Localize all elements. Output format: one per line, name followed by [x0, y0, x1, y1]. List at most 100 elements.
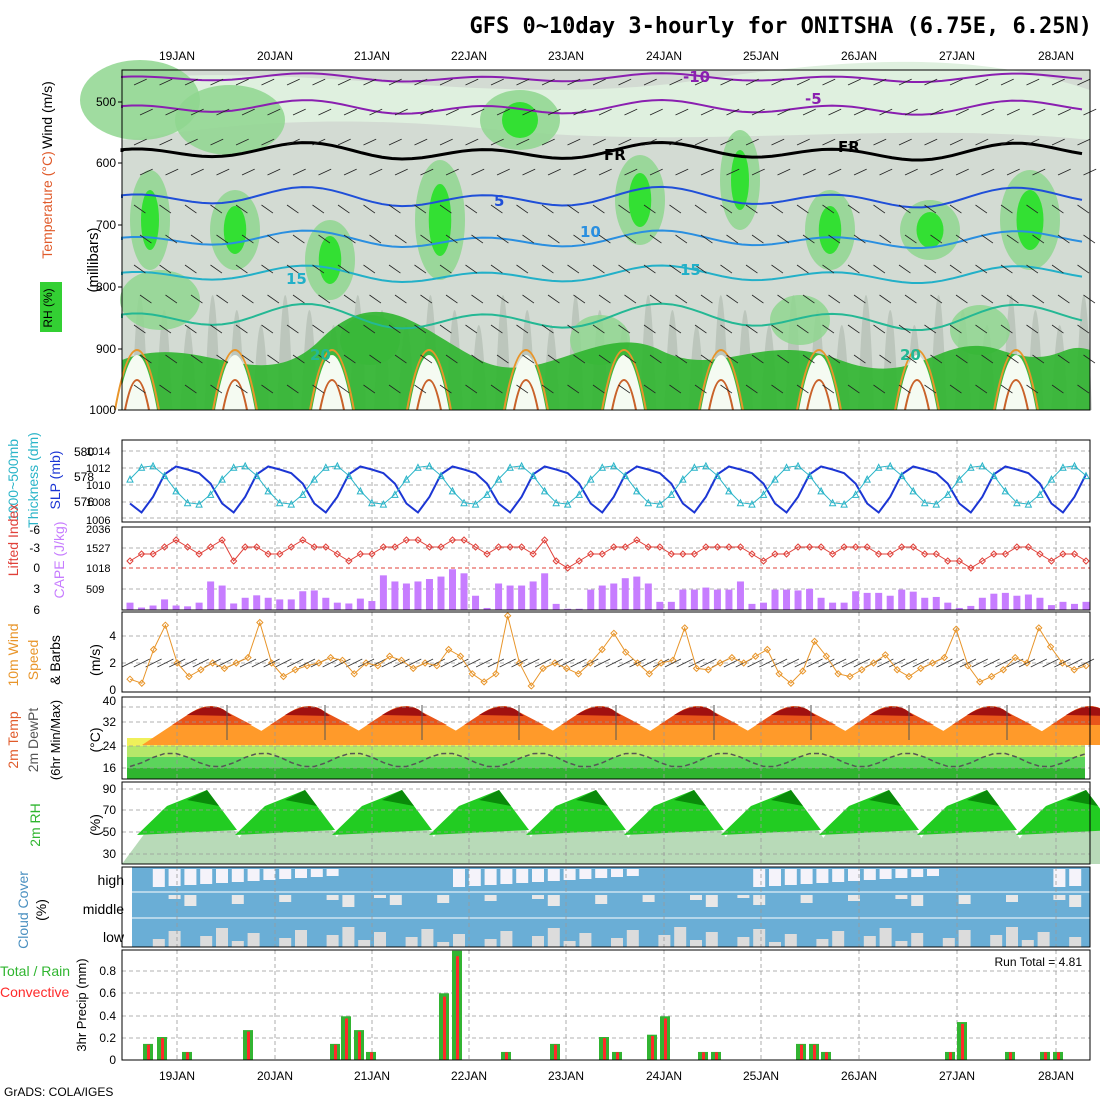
- cape-bar: [806, 588, 814, 610]
- cape-bar: [437, 576, 445, 610]
- left-tick: 3: [33, 582, 40, 596]
- temp-contour-30: [319, 379, 345, 411]
- wind-barb: [414, 78, 428, 86]
- wind-barb: [261, 384, 274, 394]
- contour-label: 15: [680, 261, 701, 279]
- wind-barb: [747, 658, 764, 668]
- thickness-marker: [713, 471, 722, 480]
- wind-barb: [465, 138, 479, 146]
- thickness-marker: [529, 471, 537, 480]
- cloud-low: [326, 935, 339, 947]
- wind-barb: [669, 204, 682, 214]
- wind-barb: [777, 168, 791, 176]
- wind-barb: [567, 384, 580, 394]
- wind-barb: [286, 204, 299, 214]
- thickness-marker: [195, 499, 203, 508]
- wind-barb: [381, 658, 398, 668]
- wind-barb: [1077, 384, 1090, 394]
- right-tick: 1012: [86, 463, 110, 475]
- cape-bar: [610, 583, 618, 610]
- wind-barb: [1051, 264, 1064, 274]
- cloud-high: [816, 869, 829, 883]
- lifted-marker: [448, 536, 457, 544]
- wind-barb: [139, 294, 152, 304]
- date-label-top: 27JAN: [939, 49, 975, 63]
- contour-label: -5: [805, 90, 822, 108]
- wind-barb: [981, 234, 994, 244]
- temp-contour-25: [698, 349, 744, 411]
- cloud-high: [152, 869, 165, 887]
- precip-conv-bar: [186, 1052, 189, 1060]
- wind-barb: [904, 234, 917, 244]
- wind-barb: [847, 138, 861, 146]
- axis-label-pct: (%): [87, 814, 103, 836]
- wind-barb: [669, 384, 682, 394]
- wind-barb: [700, 168, 714, 176]
- rh-blob-core: [628, 173, 652, 227]
- contour-label: -10: [683, 68, 710, 86]
- axis-label-10m-wind: 10m Wind: [5, 623, 21, 686]
- wind-barb: [981, 294, 994, 304]
- wind-barb: [541, 324, 554, 334]
- wind-barb: [465, 384, 478, 394]
- wind-barb: [981, 108, 995, 116]
- wind-barb: [312, 324, 325, 334]
- wind-barb: [445, 168, 459, 176]
- lifted-line: [129, 539, 1087, 569]
- cloud-middle: [1053, 895, 1066, 900]
- wind-barb: [981, 354, 994, 364]
- precip-conv-bar: [1044, 1052, 1047, 1060]
- temp-contour-25: [114, 349, 160, 411]
- wind-barb: [275, 658, 292, 668]
- thickness-marker: [414, 463, 422, 471]
- temp-peak: [434, 706, 579, 745]
- wind-barb: [1000, 138, 1014, 146]
- axis-label-2m-rh: 2m RH: [27, 803, 43, 847]
- cloud-high: [927, 869, 939, 876]
- wind-barb: [975, 264, 988, 274]
- wind-barb: [267, 294, 280, 304]
- wind-barb: [643, 384, 656, 394]
- cape-bar: [575, 608, 583, 610]
- wind-barb: [334, 658, 351, 668]
- cloud-high: [579, 869, 592, 879]
- cloud-high: [326, 869, 339, 876]
- cloud-high: [863, 869, 876, 880]
- cloud-high: [753, 869, 766, 887]
- thickness-marker: [1047, 474, 1056, 483]
- wind-barb: [618, 324, 631, 334]
- cloud-high: [895, 869, 908, 878]
- wind-barb: [1051, 324, 1064, 334]
- wind-barb: [420, 234, 433, 244]
- contour-label: 20: [900, 346, 921, 364]
- lifted-marker: [414, 536, 422, 544]
- wind-barb: [877, 658, 894, 668]
- wind-barb: [955, 168, 969, 176]
- wind-barb: [853, 108, 867, 116]
- wind-barb: [541, 384, 554, 394]
- wind-marker: [893, 666, 901, 674]
- wind-barb: [516, 324, 529, 334]
- left-tick: 578: [74, 470, 94, 484]
- wind-barb: [165, 168, 179, 176]
- cloud-high: [547, 869, 560, 881]
- cloud-low: [737, 937, 750, 947]
- wind-barb: [1042, 658, 1059, 668]
- lifted-marker: [840, 543, 848, 551]
- wind-barb: [235, 264, 248, 274]
- wind-barb: [930, 354, 943, 364]
- wind-barb: [394, 354, 407, 364]
- cape-bar: [621, 578, 629, 610]
- thickness-marker: [702, 461, 710, 470]
- temp-contour-30: [611, 379, 637, 411]
- wind-barb: [133, 384, 146, 394]
- cloud-low: [958, 930, 971, 947]
- cloud-middle: [705, 895, 718, 907]
- cape-bar: [690, 589, 698, 610]
- cloud-middle: [168, 895, 181, 899]
- wind-barb: [1026, 78, 1040, 86]
- wind-barb: [496, 108, 510, 116]
- rh-peak-top: [576, 790, 608, 806]
- thickness-marker: [137, 463, 146, 471]
- thickness-marker: [805, 471, 814, 480]
